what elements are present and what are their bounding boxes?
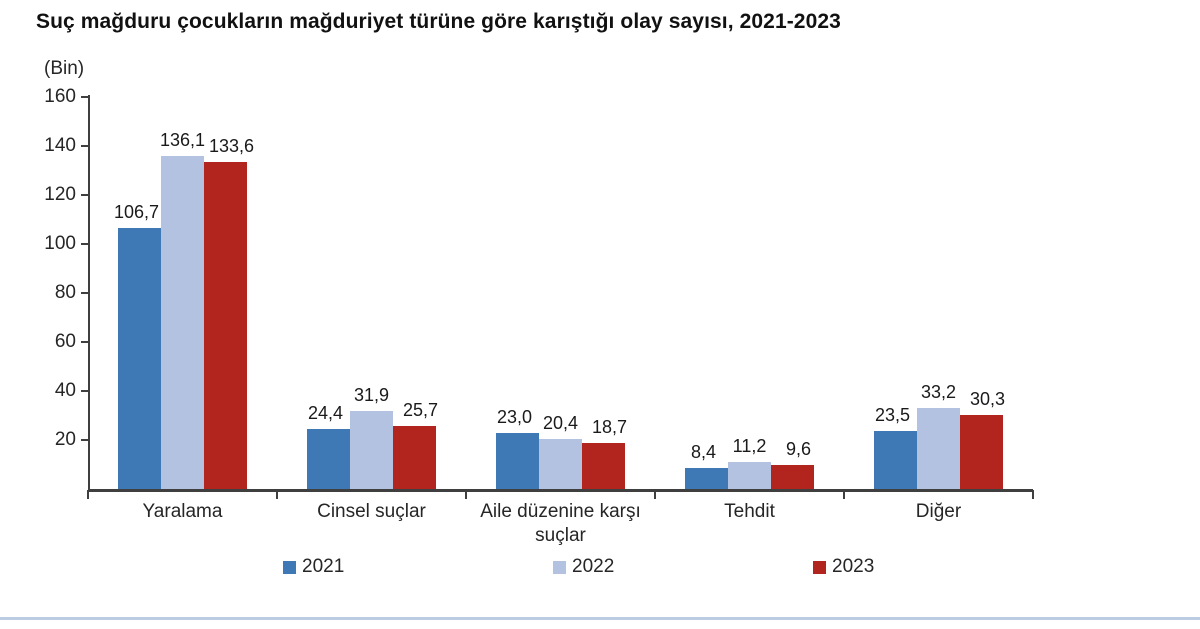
y-tick-label: 100 bbox=[44, 233, 76, 254]
y-tick-label: 140 bbox=[44, 135, 76, 156]
legend-swatch-icon bbox=[553, 560, 566, 574]
legend-item-2023: 2023 bbox=[813, 556, 874, 578]
bar-2023-2 bbox=[393, 426, 436, 489]
y-tick-label: 80 bbox=[54, 282, 76, 303]
bar-2021-1 bbox=[118, 227, 161, 489]
y-tick-mark bbox=[81, 439, 89, 441]
bar-2021-2 bbox=[307, 429, 350, 489]
bar-2021-5 bbox=[874, 431, 917, 489]
y-tick-mark bbox=[81, 194, 89, 196]
x-tick-mark bbox=[276, 490, 278, 499]
y-tick-label: 40 bbox=[54, 380, 76, 401]
category-label: Diğer bbox=[915, 501, 962, 522]
bar-2021-3 bbox=[496, 432, 539, 489]
legend-label: 2023 bbox=[832, 556, 875, 577]
y-axis-unit-label: (Bin) bbox=[44, 58, 85, 79]
x-tick-mark bbox=[843, 490, 845, 499]
bar-value-label: 23,5 bbox=[874, 405, 911, 426]
bar-2023-5 bbox=[960, 414, 1003, 489]
legend-label: 2021 bbox=[302, 556, 345, 577]
y-tick-label: 120 bbox=[44, 184, 76, 205]
y-tick-mark bbox=[81, 390, 89, 392]
bar-2022-2 bbox=[350, 410, 393, 489]
x-tick-mark bbox=[465, 490, 467, 499]
bar-value-label: 133,6 bbox=[208, 135, 255, 156]
legend-label: 2022 bbox=[572, 556, 615, 577]
y-tick-mark bbox=[81, 292, 89, 294]
y-axis-line bbox=[88, 95, 90, 491]
bar-2022-1 bbox=[161, 155, 204, 489]
y-tick-mark bbox=[81, 341, 89, 343]
bar-2023-3 bbox=[582, 443, 625, 489]
bar-value-label: 30,3 bbox=[969, 388, 1006, 409]
x-tick-mark bbox=[654, 490, 656, 499]
legend-swatch-icon bbox=[283, 560, 296, 574]
legend-item-2022: 2022 bbox=[553, 556, 614, 578]
x-axis-line bbox=[88, 489, 1033, 492]
bar-2022-3 bbox=[539, 439, 582, 489]
y-tick-label: 60 bbox=[54, 331, 76, 352]
y-tick-mark bbox=[81, 243, 89, 245]
category-label: Tehdit bbox=[724, 501, 775, 522]
bar-2022-4 bbox=[728, 461, 771, 489]
bar-2023-1 bbox=[204, 161, 247, 489]
bar-value-label: 31,9 bbox=[353, 384, 390, 405]
legend-item-2021: 2021 bbox=[283, 556, 344, 578]
category-label: Cinsel suçlar bbox=[317, 501, 426, 522]
bar-value-label: 136,1 bbox=[159, 129, 206, 150]
x-tick-mark bbox=[1032, 490, 1034, 499]
y-tick-mark bbox=[81, 96, 89, 98]
bar-value-label: 25,7 bbox=[402, 400, 439, 421]
bar-value-label: 11,2 bbox=[732, 435, 767, 456]
bar-2022-5 bbox=[917, 407, 960, 489]
bar-value-label: 23,0 bbox=[496, 406, 533, 427]
bar-value-label: 24,4 bbox=[307, 403, 344, 424]
x-tick-mark bbox=[87, 490, 89, 499]
legend-swatch-icon bbox=[813, 560, 826, 574]
bar-value-label: 33,2 bbox=[920, 381, 957, 402]
y-tick-label: 160 bbox=[44, 86, 76, 107]
y-tick-mark bbox=[81, 145, 89, 147]
bar-2023-4 bbox=[771, 465, 814, 489]
bar-value-label: 20,4 bbox=[542, 413, 579, 434]
category-label: Aile düzenine karşı suçlar bbox=[480, 501, 641, 546]
bar-2021-4 bbox=[685, 468, 728, 489]
category-label: Yaralama bbox=[142, 501, 223, 522]
bar-value-label: 18,7 bbox=[591, 417, 628, 438]
bar-value-label: 9,6 bbox=[785, 439, 812, 460]
y-tick-label: 20 bbox=[54, 429, 76, 450]
bottom-divider bbox=[0, 617, 1200, 620]
chart-title: Suç mağduru çocukların mağduriyet türüne… bbox=[36, 10, 841, 33]
bar-value-label: 8,4 bbox=[690, 442, 717, 463]
bar-value-label: 106,7 bbox=[113, 201, 160, 222]
